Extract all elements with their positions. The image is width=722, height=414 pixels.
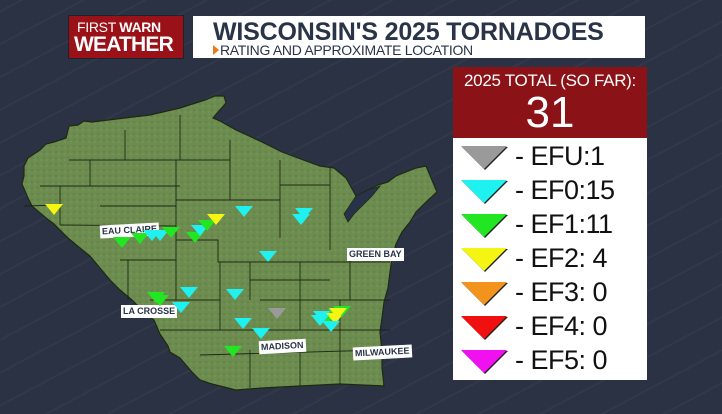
legend-item-efu: - EFU:1 bbox=[453, 140, 647, 174]
logo-warn: WARN bbox=[119, 19, 161, 35]
subtitle: RATING AND APPROXIMATE LOCATION bbox=[213, 42, 473, 58]
orange-triangle-icon bbox=[461, 282, 507, 305]
tornado-marker-ef0-icon bbox=[259, 251, 277, 262]
logo-first: FIRST bbox=[77, 19, 116, 35]
tornado-marker-ef1-icon bbox=[113, 237, 131, 248]
tornado-marker-ef2-icon bbox=[329, 308, 347, 319]
legend-item-ef2: - EF2: 4 bbox=[453, 242, 647, 276]
legend-label: - EF3: 0 bbox=[515, 277, 608, 307]
first-warn-weather-logo: FIRST WARN WEATHER bbox=[69, 16, 183, 58]
tornado-marker-ef0-icon bbox=[295, 208, 313, 219]
tornado-marker-ef2-icon bbox=[45, 204, 63, 215]
tornado-marker-ef1-icon bbox=[131, 233, 149, 244]
legend-item-ef0: - EF0:15 bbox=[453, 174, 647, 208]
yellow-triangle-icon bbox=[461, 248, 507, 271]
tornado-marker-ef0-icon bbox=[172, 302, 190, 313]
tornado-marker-ef1-icon bbox=[224, 346, 242, 357]
title-box: WISCONSIN'S 2025 TORNADOES RATING AND AP… bbox=[193, 16, 645, 58]
city-label-la-crosse: LA CROSSE bbox=[121, 305, 178, 318]
orange-arrow-icon bbox=[213, 45, 219, 55]
tornado-marker-ef0-icon bbox=[180, 287, 198, 298]
logo-weather: WEATHER bbox=[74, 33, 174, 56]
tornado-marker-ef0-icon bbox=[235, 206, 253, 217]
tornado-marker-ef2-icon bbox=[207, 214, 225, 225]
total-label: 2025 TOTAL (SO FAR): bbox=[464, 71, 636, 90]
green-triangle-icon bbox=[461, 214, 507, 237]
page-title: WISCONSIN'S 2025 TORNADOES bbox=[213, 18, 604, 46]
city-label-madison: MADISON bbox=[258, 338, 306, 355]
legend: - EFU:1 - EF0:15 - EF1:11 - EF2: 4 - EF3… bbox=[453, 138, 647, 380]
legend-item-ef5: - EF5: 0 bbox=[453, 344, 647, 378]
tornado-marker-ef0-icon bbox=[322, 321, 340, 332]
total-value: 31 bbox=[525, 88, 575, 137]
legend-label: - EF0:15 bbox=[515, 175, 615, 205]
legend-label: - EF5: 0 bbox=[515, 345, 608, 375]
tornado-marker-ef1-icon bbox=[151, 295, 169, 306]
tornado-marker-ef1-icon bbox=[186, 232, 204, 243]
cyan-triangle-icon bbox=[461, 180, 507, 203]
legend-item-ef3: - EF3: 0 bbox=[453, 276, 647, 310]
legend-label: - EF2: 4 bbox=[515, 243, 608, 273]
tornado-marker-efu-icon bbox=[268, 308, 286, 319]
tornado-marker-ef0-icon bbox=[292, 214, 310, 225]
tornado-marker-ef0-icon bbox=[311, 315, 329, 326]
legend-item-ef4: - EF4: 0 bbox=[453, 310, 647, 344]
legend-item-ef1: - EF1:11 bbox=[453, 208, 647, 242]
legend-label: - EF1:11 bbox=[515, 209, 613, 239]
tornado-marker-ef1-icon bbox=[198, 220, 216, 231]
tornado-marker-ef0-icon bbox=[252, 328, 270, 339]
tornado-marker-ef0-icon bbox=[234, 318, 252, 329]
city-label-green-bay: GREEN BAY bbox=[347, 248, 404, 261]
legend-label: - EF4: 0 bbox=[515, 311, 608, 341]
magenta-triangle-icon bbox=[461, 350, 507, 373]
red-triangle-icon bbox=[461, 316, 507, 339]
logo-line1: FIRST WARN bbox=[77, 20, 161, 34]
tornado-marker-ef1-icon bbox=[162, 227, 180, 238]
subtitle-text: RATING AND APPROXIMATE LOCATION bbox=[220, 42, 473, 58]
gray-triangle-icon bbox=[461, 146, 507, 169]
legend-label: - EFU:1 bbox=[515, 141, 605, 171]
tornado-marker-ef0-icon bbox=[151, 230, 169, 241]
tornado-marker-ef0-icon bbox=[226, 289, 244, 300]
